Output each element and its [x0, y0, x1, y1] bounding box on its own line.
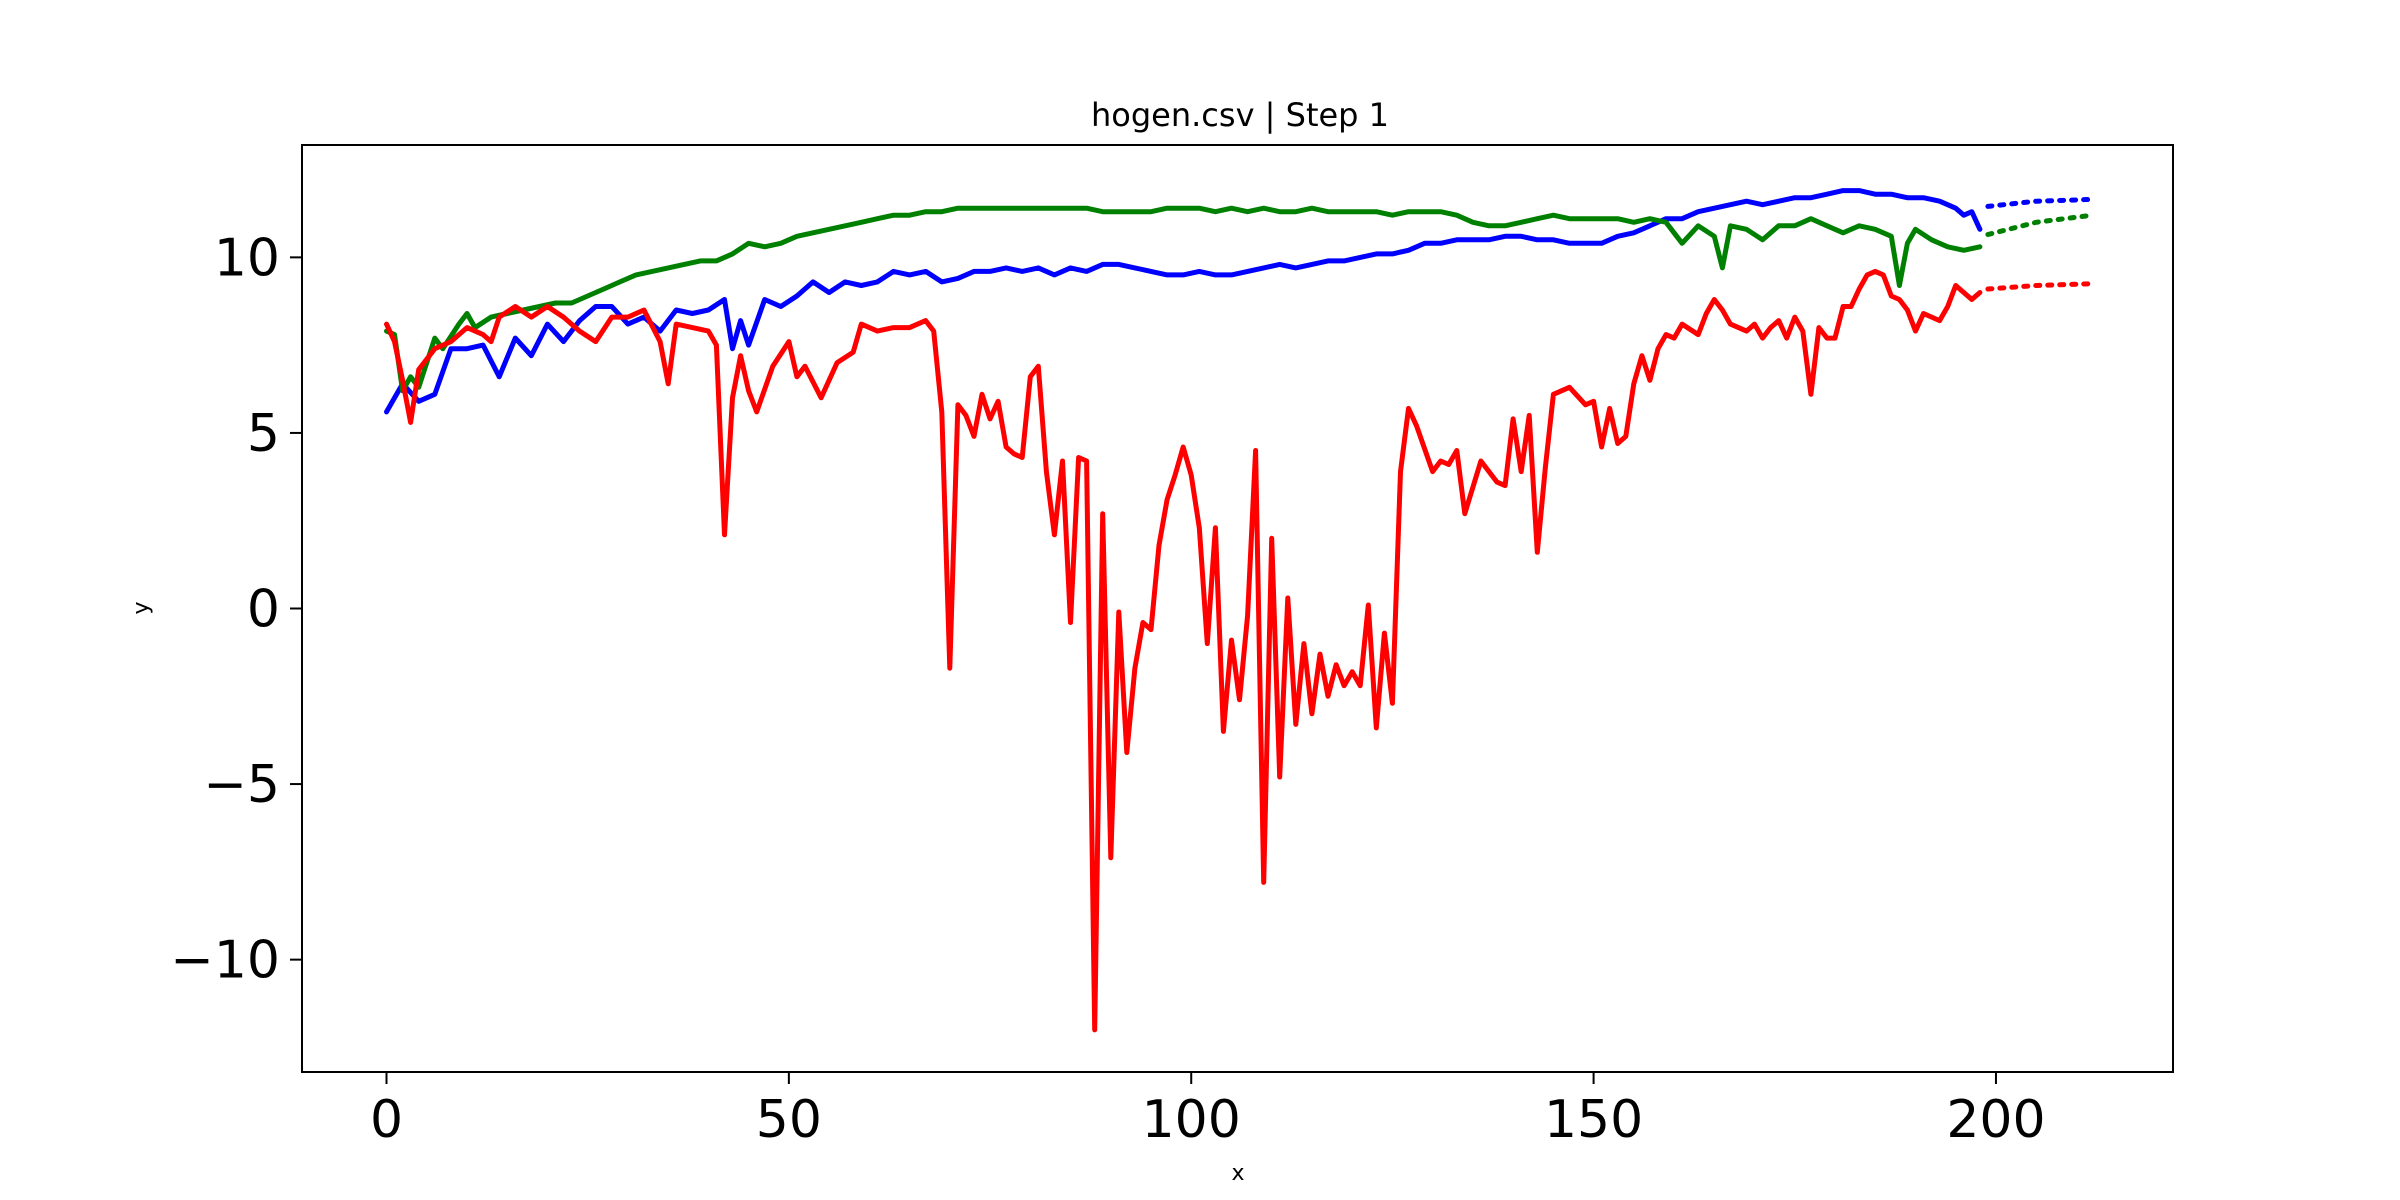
y-axis-label: y: [129, 601, 154, 614]
x-tick-label: 0: [370, 1090, 403, 1150]
series-forecast-1: [1985, 196, 2095, 209]
y-tick-label: 10: [214, 228, 280, 288]
x-axis-label: x: [1231, 1161, 1244, 1186]
plot-frame: [301, 144, 2174, 1073]
x-tick-label: 150: [1544, 1090, 1643, 1150]
series-forecast-2: [1985, 212, 2095, 237]
y-tick-label: −5: [203, 755, 280, 815]
series-line-2: [384, 205, 1983, 394]
y-tick-label: 5: [247, 404, 280, 464]
x-tick-label: 50: [756, 1090, 822, 1150]
plot-series: [384, 188, 2095, 1033]
x-axis: 0 50 100 150 200: [370, 1072, 2046, 1150]
series-line-1: [384, 188, 1983, 415]
series-line-3: [384, 268, 1983, 1033]
series-forecast-3: [1985, 281, 2095, 292]
x-tick-label: 200: [1946, 1090, 2045, 1150]
chart-title: hogen.csv | Step 1: [1091, 96, 1389, 134]
y-axis: −10 −5 0 5 10: [170, 228, 302, 991]
y-tick-label: 0: [247, 580, 280, 640]
x-tick-label: 100: [1142, 1090, 1241, 1150]
y-tick-label: −10: [170, 931, 280, 991]
